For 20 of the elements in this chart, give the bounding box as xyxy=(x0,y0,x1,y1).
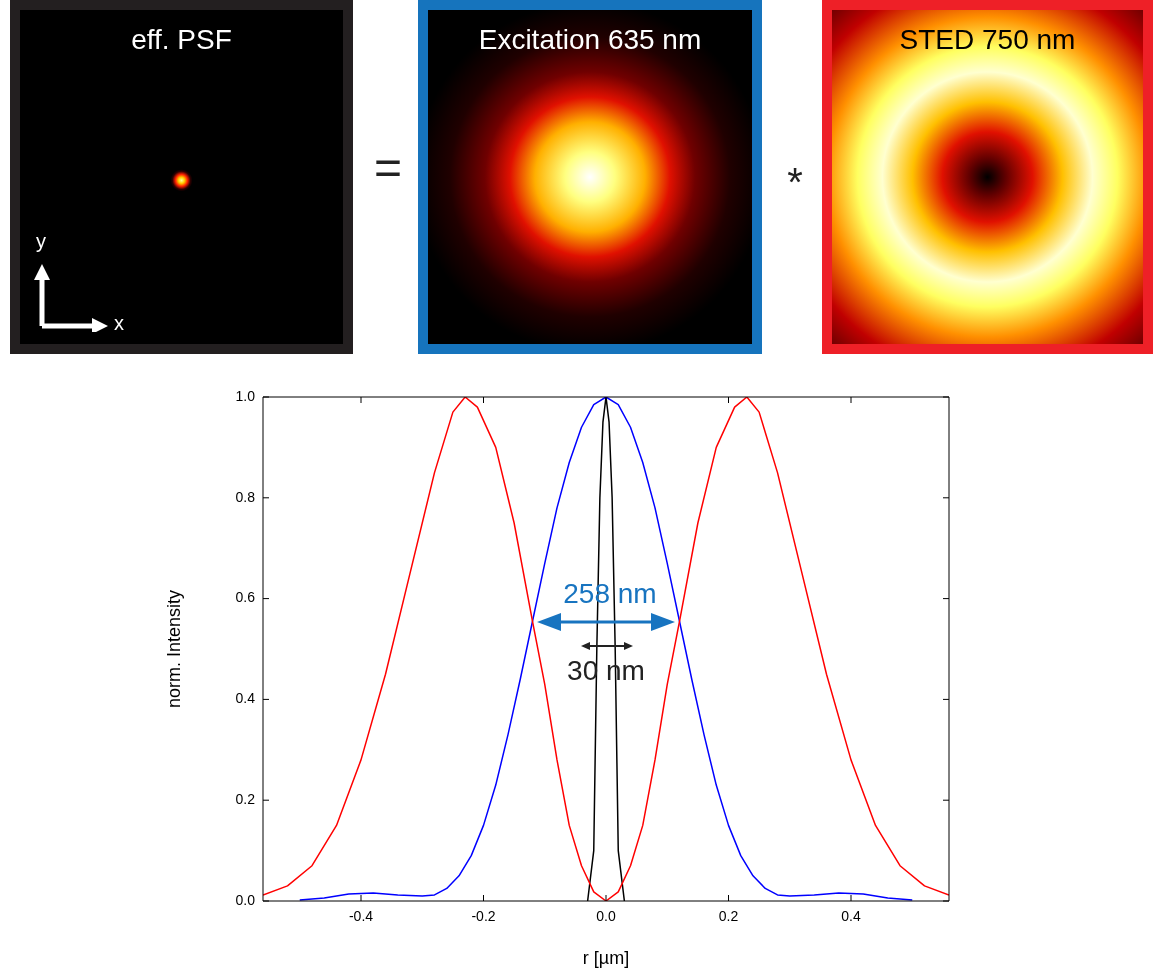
x-tick-label: 0.4 xyxy=(841,908,861,925)
text: eff. PSF xyxy=(130,24,233,56)
y-tick-label: 0.8 xyxy=(235,488,256,505)
x-tick-label: -0.4 xyxy=(348,908,374,925)
x-tick-label: 0.2 xyxy=(718,908,739,925)
text: x xyxy=(114,312,124,335)
y-tick-label: 1.0 xyxy=(235,387,256,404)
text: = xyxy=(373,140,403,195)
y-tick-label: 0.2 xyxy=(235,791,256,808)
text: STED 750 nm xyxy=(898,24,1077,56)
y-tick-label: 0.6 xyxy=(235,589,256,606)
x-tick-label: -0.2 xyxy=(471,908,496,925)
y-tick-label: 0.4 xyxy=(235,690,256,707)
text: Excitation 635 nm xyxy=(477,24,703,56)
text: * xyxy=(786,160,804,205)
x-axis-title: r [µm] xyxy=(582,948,630,969)
text: y xyxy=(36,230,46,253)
y-tick-label: 0.0 xyxy=(235,891,256,908)
x-tick-label: 0.0 xyxy=(596,908,616,925)
y-axis-title: norm. Intensity xyxy=(163,589,184,709)
